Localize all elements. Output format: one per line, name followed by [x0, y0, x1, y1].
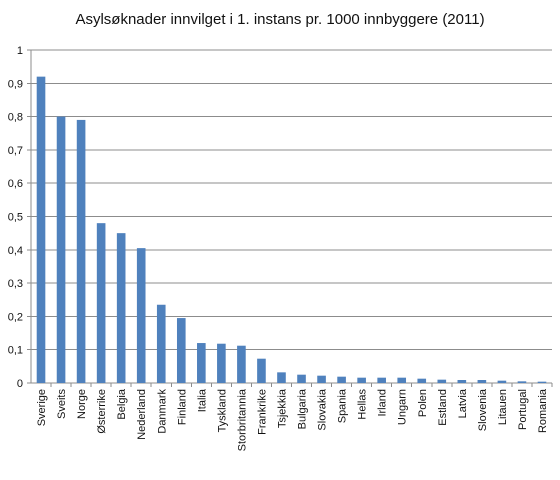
- bar-5: [136, 248, 146, 383]
- x-tick-label: Nederland: [136, 389, 148, 440]
- chart-title: Asylsøknader innvilget i 1. instans pr. …: [75, 11, 485, 28]
- x-tick-label: Norge: [76, 389, 88, 419]
- x-tick-label: Spania: [337, 388, 349, 423]
- x-tick-label: Italia: [196, 388, 208, 412]
- x-tick-label: Tyskland: [216, 389, 228, 432]
- bar-13: [297, 374, 306, 383]
- bar-10: [237, 345, 246, 383]
- x-tick-label: Slovakia: [317, 388, 329, 430]
- y-tick-label: 0,1: [8, 345, 23, 357]
- y-tick-label: 0,7: [8, 145, 23, 157]
- y-tick-label: 0,4: [8, 245, 23, 257]
- bar-23: [497, 380, 507, 383]
- x-tick-label: Estland: [437, 389, 449, 426]
- bar-2: [76, 119, 86, 384]
- y-tick-label: 0,3: [8, 278, 23, 290]
- bar-14: [317, 375, 326, 383]
- y-tick-label: 0: [17, 378, 23, 390]
- x-tick-label: Hellas: [357, 389, 369, 420]
- bar-12: [277, 372, 286, 383]
- bar-20: [437, 379, 447, 383]
- x-tick-label: Sveits: [56, 389, 68, 419]
- x-tick-label: Litauen: [497, 389, 509, 425]
- bar-22: [477, 380, 487, 383]
- bar-9: [217, 343, 226, 383]
- x-tick-label: Finland: [176, 389, 188, 425]
- x-tick-label: Bulgaria: [297, 388, 309, 429]
- y-tick-label: 0,6: [8, 178, 23, 190]
- y-tick-label: 0,8: [8, 112, 23, 124]
- bar-4: [116, 233, 126, 383]
- bar-3: [96, 223, 106, 383]
- x-tick-label: Portugal: [517, 389, 529, 430]
- y-tick-label: 0,5: [8, 212, 23, 224]
- bar-24: [517, 381, 527, 383]
- bar-6: [156, 304, 166, 383]
- y-tick-label: 1: [17, 45, 23, 57]
- bar-19: [417, 378, 427, 383]
- x-tick-label: Irland: [377, 389, 389, 417]
- bar-15: [337, 376, 346, 383]
- y-tick-label: 0,9: [8, 78, 23, 90]
- bar-18: [397, 377, 407, 383]
- bar-11: [257, 358, 266, 383]
- bar-17: [377, 377, 386, 383]
- x-tick-label: Østerrike: [96, 389, 108, 434]
- bar-7: [176, 318, 186, 383]
- x-tick-label: Slovenia: [477, 388, 489, 431]
- bar-0: [36, 76, 46, 383]
- x-tick-label: Polen: [417, 389, 429, 417]
- x-tick-label: Tsjekkia: [276, 388, 288, 428]
- x-tick-label: Ungarn: [397, 389, 409, 425]
- x-tick-label: Storbritannia: [236, 388, 248, 451]
- bar-21: [457, 380, 467, 383]
- x-tick-label: Latvia: [457, 388, 469, 418]
- bar-25: [537, 381, 547, 383]
- x-tick-label: Belgia: [116, 388, 128, 419]
- bar-8: [197, 343, 206, 383]
- x-tick-label: Sverige: [36, 389, 48, 426]
- x-tick-label: Frankrike: [256, 389, 268, 435]
- bar-1: [56, 116, 66, 383]
- x-tick-label: Romania: [537, 388, 549, 433]
- x-tick-label: Danmark: [156, 389, 168, 434]
- y-tick-label: 0,2: [8, 311, 23, 323]
- bar-16: [357, 377, 366, 383]
